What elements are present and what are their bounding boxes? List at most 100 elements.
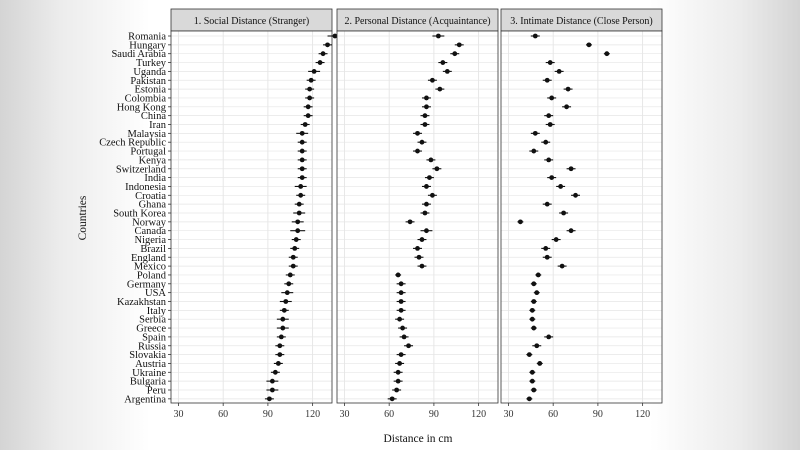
data-point bbox=[529, 316, 535, 322]
country-label: Greece bbox=[136, 324, 166, 335]
data-point bbox=[424, 184, 429, 189]
data-point bbox=[424, 104, 429, 110]
data-point bbox=[296, 210, 302, 216]
country-label: Nigeria bbox=[135, 235, 167, 246]
data-point bbox=[266, 396, 272, 402]
data-point bbox=[320, 51, 326, 57]
data-point bbox=[444, 69, 450, 74]
data-point bbox=[295, 219, 301, 225]
data-point bbox=[419, 263, 425, 269]
country-label: Poland bbox=[137, 270, 167, 281]
data-point bbox=[311, 69, 317, 74]
country-label: Indonesia bbox=[125, 182, 166, 193]
data-point bbox=[283, 299, 289, 304]
data-point bbox=[299, 130, 305, 136]
data-point bbox=[547, 122, 553, 127]
data-point bbox=[547, 60, 553, 65]
data-point bbox=[406, 343, 411, 349]
country-label: Brazil bbox=[140, 244, 166, 255]
country-label: Argentina bbox=[124, 394, 166, 405]
data-point bbox=[400, 325, 405, 331]
data-point bbox=[549, 95, 555, 101]
country-label: USA bbox=[145, 288, 166, 299]
data-point bbox=[395, 272, 401, 278]
data-point bbox=[529, 369, 535, 375]
data-point bbox=[556, 69, 562, 74]
country-label: Croatia bbox=[135, 191, 166, 202]
data-point bbox=[397, 316, 403, 322]
data-point bbox=[287, 272, 293, 278]
data-point bbox=[546, 157, 552, 163]
data-point bbox=[419, 237, 425, 242]
data-point bbox=[535, 272, 541, 278]
country-label: Germany bbox=[127, 279, 167, 290]
data-point bbox=[415, 148, 420, 154]
data-point bbox=[389, 396, 395, 402]
data-point bbox=[531, 299, 537, 304]
country-label: Switzerland bbox=[116, 164, 167, 175]
data-point bbox=[290, 254, 296, 260]
panel-background bbox=[501, 31, 662, 403]
y-axis-title: Countries bbox=[77, 195, 89, 240]
country-label: Pakistan bbox=[130, 76, 166, 87]
data-point bbox=[286, 281, 292, 287]
data-point bbox=[561, 210, 567, 216]
data-point bbox=[325, 42, 330, 48]
x-tick-label: 30 bbox=[503, 409, 513, 420]
data-point bbox=[517, 219, 523, 225]
country-label: Peru bbox=[147, 386, 167, 397]
x-tick-label: 30 bbox=[339, 409, 349, 420]
data-point bbox=[298, 184, 304, 189]
data-point bbox=[430, 77, 435, 83]
data-point bbox=[526, 396, 532, 402]
country-label: Ghana bbox=[139, 200, 167, 211]
x-tick-label: 60 bbox=[548, 409, 558, 420]
data-point bbox=[308, 77, 314, 83]
data-point bbox=[305, 104, 311, 110]
data-point bbox=[531, 281, 537, 287]
data-point bbox=[544, 77, 550, 83]
data-point bbox=[398, 281, 404, 287]
data-point bbox=[395, 369, 401, 375]
country-label: Austria bbox=[135, 359, 166, 370]
country-label: Estonia bbox=[135, 85, 167, 96]
data-point bbox=[543, 139, 549, 145]
data-point bbox=[290, 263, 296, 269]
data-point bbox=[284, 290, 290, 296]
country-label: Malaysia bbox=[128, 129, 167, 140]
data-point bbox=[394, 387, 400, 393]
data-point bbox=[424, 95, 429, 101]
country-label: Canada bbox=[135, 226, 167, 237]
data-point bbox=[543, 246, 549, 251]
data-point bbox=[435, 33, 441, 39]
country-label: Iran bbox=[149, 120, 167, 131]
data-point bbox=[305, 113, 311, 119]
data-point bbox=[546, 334, 552, 340]
panel-border bbox=[336, 30, 499, 404]
country-label: Uganda bbox=[133, 67, 166, 78]
data-point bbox=[272, 369, 278, 375]
data-point bbox=[397, 361, 403, 366]
data-point bbox=[296, 201, 302, 207]
country-label: Portugal bbox=[130, 147, 166, 158]
data-point bbox=[424, 228, 429, 234]
country-label: Bulgaria bbox=[130, 377, 166, 388]
x-tick-label: 90 bbox=[263, 409, 273, 420]
data-point bbox=[428, 157, 434, 163]
data-point bbox=[299, 157, 305, 163]
country-label: Mexico bbox=[134, 262, 166, 273]
data-point bbox=[280, 316, 286, 322]
data-point bbox=[416, 254, 422, 260]
data-point bbox=[568, 166, 574, 172]
data-point bbox=[568, 228, 574, 234]
country-label: Hungary bbox=[129, 40, 166, 51]
country-label: Italy bbox=[147, 306, 167, 317]
data-point bbox=[299, 148, 305, 154]
data-point bbox=[395, 378, 401, 384]
country-label: Russia bbox=[138, 341, 166, 352]
data-point bbox=[292, 246, 298, 251]
data-point bbox=[422, 122, 428, 127]
data-point bbox=[564, 104, 569, 110]
